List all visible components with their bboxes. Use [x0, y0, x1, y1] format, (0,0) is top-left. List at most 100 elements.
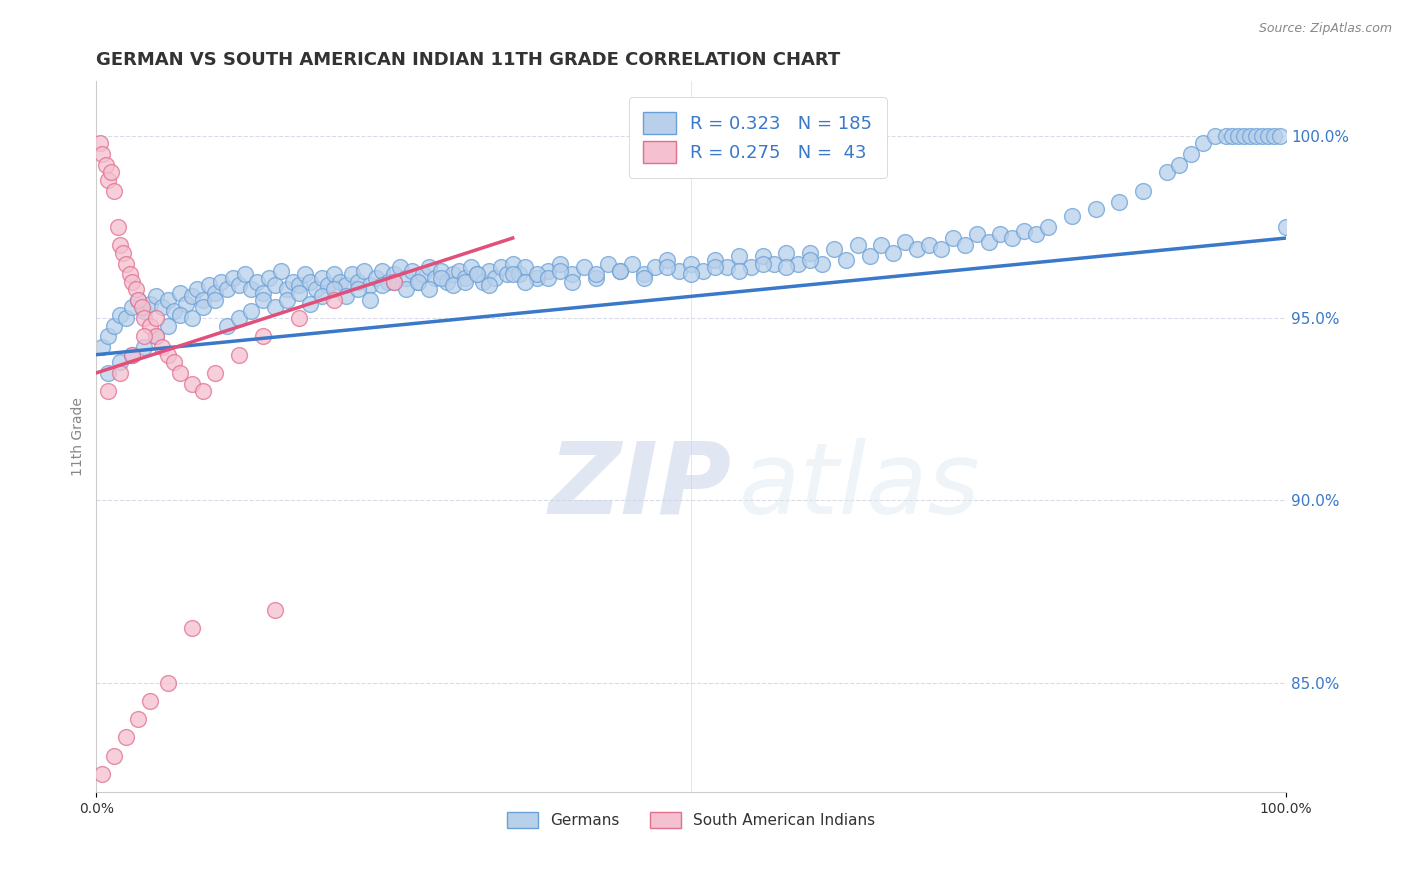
Point — [91, 340, 114, 354]
Point — [121, 300, 143, 314]
Point — [94, 158, 117, 172]
Point — [1263, 128, 1285, 143]
Point — [388, 260, 411, 275]
Point — [395, 282, 418, 296]
Point — [858, 249, 880, 263]
Point — [460, 260, 482, 275]
Text: Source: ZipAtlas.com: Source: ZipAtlas.com — [1258, 22, 1392, 36]
Point — [1204, 128, 1226, 143]
Point — [371, 278, 394, 293]
Point — [406, 275, 429, 289]
Point — [193, 300, 215, 314]
Point — [180, 376, 202, 391]
Point — [371, 264, 394, 278]
Point — [905, 242, 928, 256]
Point — [692, 264, 714, 278]
Point — [240, 304, 263, 318]
Point — [929, 242, 952, 256]
Point — [217, 318, 239, 333]
Point — [870, 238, 893, 252]
Point — [228, 278, 250, 293]
Point — [91, 766, 114, 780]
Point — [775, 260, 797, 275]
Point — [340, 268, 363, 282]
Point — [347, 275, 370, 289]
Point — [180, 621, 202, 635]
Point — [186, 282, 208, 296]
Point — [263, 278, 285, 293]
Point — [382, 275, 405, 289]
Point — [115, 731, 138, 745]
Point — [115, 311, 138, 326]
Point — [1191, 136, 1213, 151]
Point — [132, 329, 155, 343]
Point — [763, 256, 786, 270]
Point — [430, 264, 453, 278]
Point — [108, 238, 131, 252]
Point — [1244, 128, 1267, 143]
Point — [703, 260, 725, 275]
Point — [347, 282, 370, 296]
Point — [550, 256, 572, 270]
Point — [412, 268, 434, 282]
Point — [465, 268, 488, 282]
Point — [145, 311, 167, 326]
Point — [163, 304, 186, 318]
Point — [799, 252, 821, 267]
Point — [1012, 224, 1035, 238]
Point — [1025, 227, 1047, 242]
Point — [990, 227, 1012, 242]
Point — [918, 238, 941, 252]
Point — [441, 268, 464, 282]
Point — [526, 268, 548, 282]
Point — [513, 260, 536, 275]
Point — [276, 293, 298, 307]
Point — [115, 256, 138, 270]
Point — [751, 249, 773, 263]
Point — [111, 245, 134, 260]
Point — [526, 271, 548, 285]
Point — [668, 264, 690, 278]
Point — [1251, 128, 1274, 143]
Point — [204, 285, 226, 300]
Point — [1180, 147, 1202, 161]
Point — [1001, 231, 1024, 245]
Point — [1132, 184, 1154, 198]
Point — [478, 264, 501, 278]
Point — [359, 293, 381, 307]
Point — [287, 285, 309, 300]
Point — [359, 278, 381, 293]
Point — [465, 268, 488, 282]
Point — [217, 282, 239, 296]
Point — [169, 366, 191, 380]
Text: atlas: atlas — [738, 438, 980, 535]
Point — [270, 264, 292, 278]
Point — [977, 235, 1000, 249]
Point — [204, 293, 226, 307]
Point — [418, 282, 440, 296]
Point — [561, 268, 583, 282]
Point — [835, 252, 858, 267]
Point — [132, 304, 155, 318]
Point — [401, 264, 423, 278]
Point — [942, 231, 965, 245]
Point — [311, 271, 333, 285]
Point — [454, 275, 477, 289]
Point — [156, 293, 179, 307]
Point — [1268, 128, 1291, 143]
Point — [596, 256, 619, 270]
Point — [799, 245, 821, 260]
Point — [823, 242, 845, 256]
Point — [127, 293, 149, 307]
Point — [1084, 202, 1107, 216]
Point — [318, 278, 340, 293]
Point — [252, 285, 274, 300]
Point — [103, 184, 125, 198]
Point — [305, 282, 328, 296]
Point — [124, 282, 146, 296]
Point — [1156, 165, 1178, 179]
Point — [174, 296, 197, 310]
Point — [97, 384, 120, 398]
Point — [228, 348, 250, 362]
Point — [441, 278, 464, 293]
